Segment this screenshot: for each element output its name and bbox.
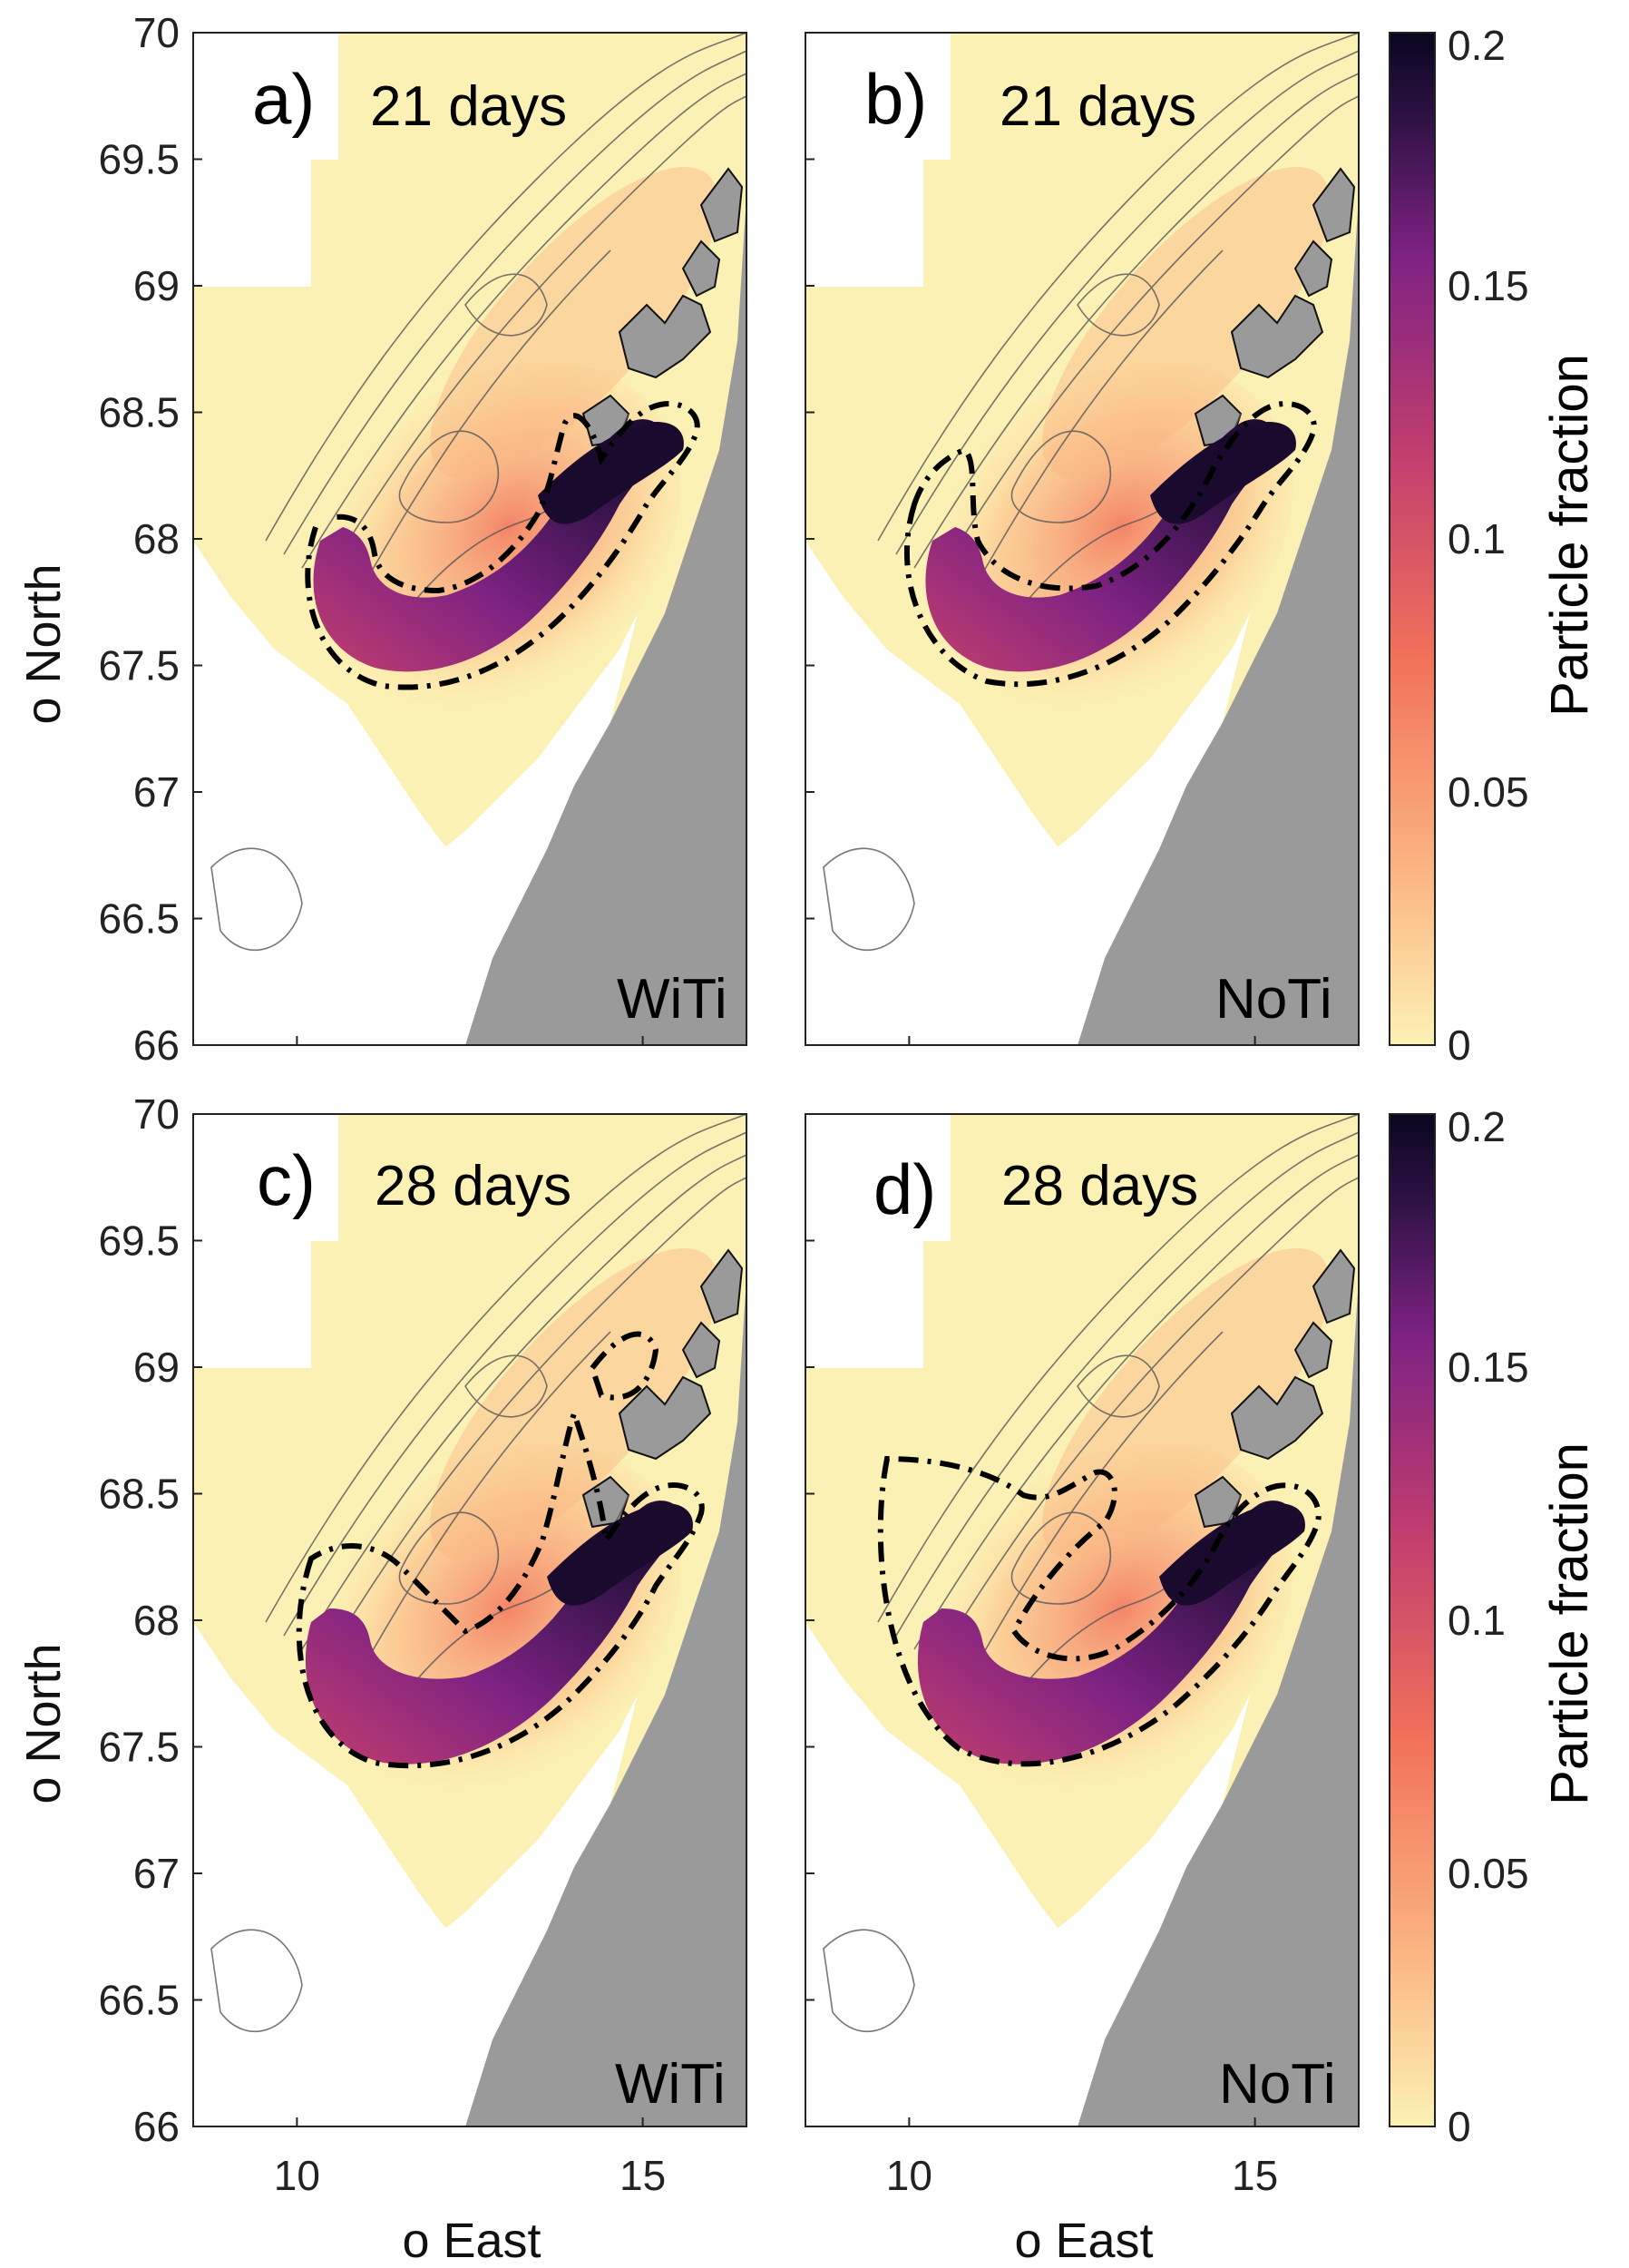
y-axis-label-top: o North	[16, 563, 71, 724]
panel-d-letter: d)	[873, 1149, 936, 1229]
x-tick-label: 10	[274, 2152, 320, 2199]
y-tick-label: 66.5	[98, 1977, 180, 2024]
panel-a-time: 21 days	[370, 75, 567, 138]
y-tick-label: 67.5	[98, 1724, 180, 1771]
y-tick-label: 70	[133, 9, 180, 56]
x-axis-label-left: o East	[402, 2214, 541, 2268]
panel-b-scenario: NoTi	[1215, 968, 1332, 1031]
y-axis-label-bottom: o North	[16, 1643, 71, 1804]
panel-b-letter: b)	[864, 59, 927, 139]
x-tick-label: 15	[619, 2152, 666, 2199]
panel-d-time: 28 days	[1001, 1155, 1198, 1217]
y-tick-label: 68	[133, 515, 180, 562]
y-tick-label: 69.5	[98, 1217, 180, 1265]
y-tick-label: 68.5	[98, 389, 180, 436]
y-tick-label: 69	[133, 1344, 180, 1391]
colorbar-top	[1389, 32, 1436, 1046]
colorbar-tick-label: 0.1	[1448, 515, 1506, 562]
colorbar-tick-label: 0.15	[1448, 1344, 1529, 1391]
colorbar-tick-label: 0.2	[1448, 22, 1506, 69]
panel-a-letter: a)	[252, 59, 315, 139]
panel-c-time: 28 days	[375, 1155, 571, 1217]
contour-c	[296, 1404, 705, 1769]
y-tick-label: 67.5	[98, 642, 180, 689]
colorbar-tick-label: 0	[1448, 2103, 1471, 2150]
y-tick-label: 69	[133, 262, 180, 309]
y-tick-label: 66	[133, 1022, 180, 1069]
panel-b-time: 21 days	[1000, 75, 1196, 138]
panel-c	[192, 1113, 763, 2127]
colorbar-tick-label: 0.1	[1448, 1597, 1506, 1644]
y-tick-label: 66.5	[98, 895, 180, 943]
colorbar-tick-label: 0.05	[1448, 1850, 1529, 1897]
colorbar-tick-label: 0	[1448, 1022, 1471, 1069]
colorbar-tick-label: 0.05	[1448, 768, 1529, 816]
colorbar-ticks: 0.2 0.15 0.1 0.05 0 0.2 0.15 0.1 0.05 0	[1448, 22, 1529, 2150]
panel-b	[805, 32, 1375, 1046]
y-tick-label: 68.5	[98, 1471, 180, 1518]
panel-a	[192, 32, 763, 1046]
y-tick-label: 69.5	[98, 136, 180, 183]
y-ticks-top: 70 69.5 69 68.5 68 67.5 67 66.5 66	[98, 9, 814, 1069]
panel-a-scenario: WiTi	[617, 968, 727, 1031]
panel-d-scenario: NoTi	[1219, 2053, 1336, 2116]
contour-b	[904, 401, 1317, 688]
contour-a	[305, 401, 700, 690]
x-tick-label: 15	[1232, 2152, 1278, 2199]
colorbar-bottom	[1389, 1113, 1436, 2127]
colorbar-title-top: Particle fraction	[1540, 354, 1599, 717]
x-ticks: 10 15 10 15	[274, 1036, 1278, 2199]
colorbar-tick-label: 0.15	[1448, 262, 1529, 309]
y-tick-label: 67	[133, 1850, 180, 1897]
colorbar-tick-label: 0.2	[1448, 1103, 1506, 1150]
panel-d	[805, 1113, 1375, 2127]
y-tick-label: 67	[133, 768, 180, 816]
x-axis-label-right: o East	[1014, 2214, 1153, 2268]
y-tick-label: 66	[133, 2103, 180, 2150]
panel-c-letter: c)	[257, 1140, 316, 1220]
colorbar-title-bottom: Particle fraction	[1540, 1442, 1599, 1805]
y-tick-label: 70	[133, 1090, 180, 1138]
contour-d	[877, 1455, 1322, 1767]
x-tick-label: 10	[886, 2152, 932, 2199]
y-tick-label: 68	[133, 1597, 180, 1644]
panel-c-scenario: WiTi	[615, 2053, 726, 2116]
y-ticks-bottom: 70 69.5 69 68.5 68 67.5 67 66.5 66	[98, 1090, 814, 2150]
